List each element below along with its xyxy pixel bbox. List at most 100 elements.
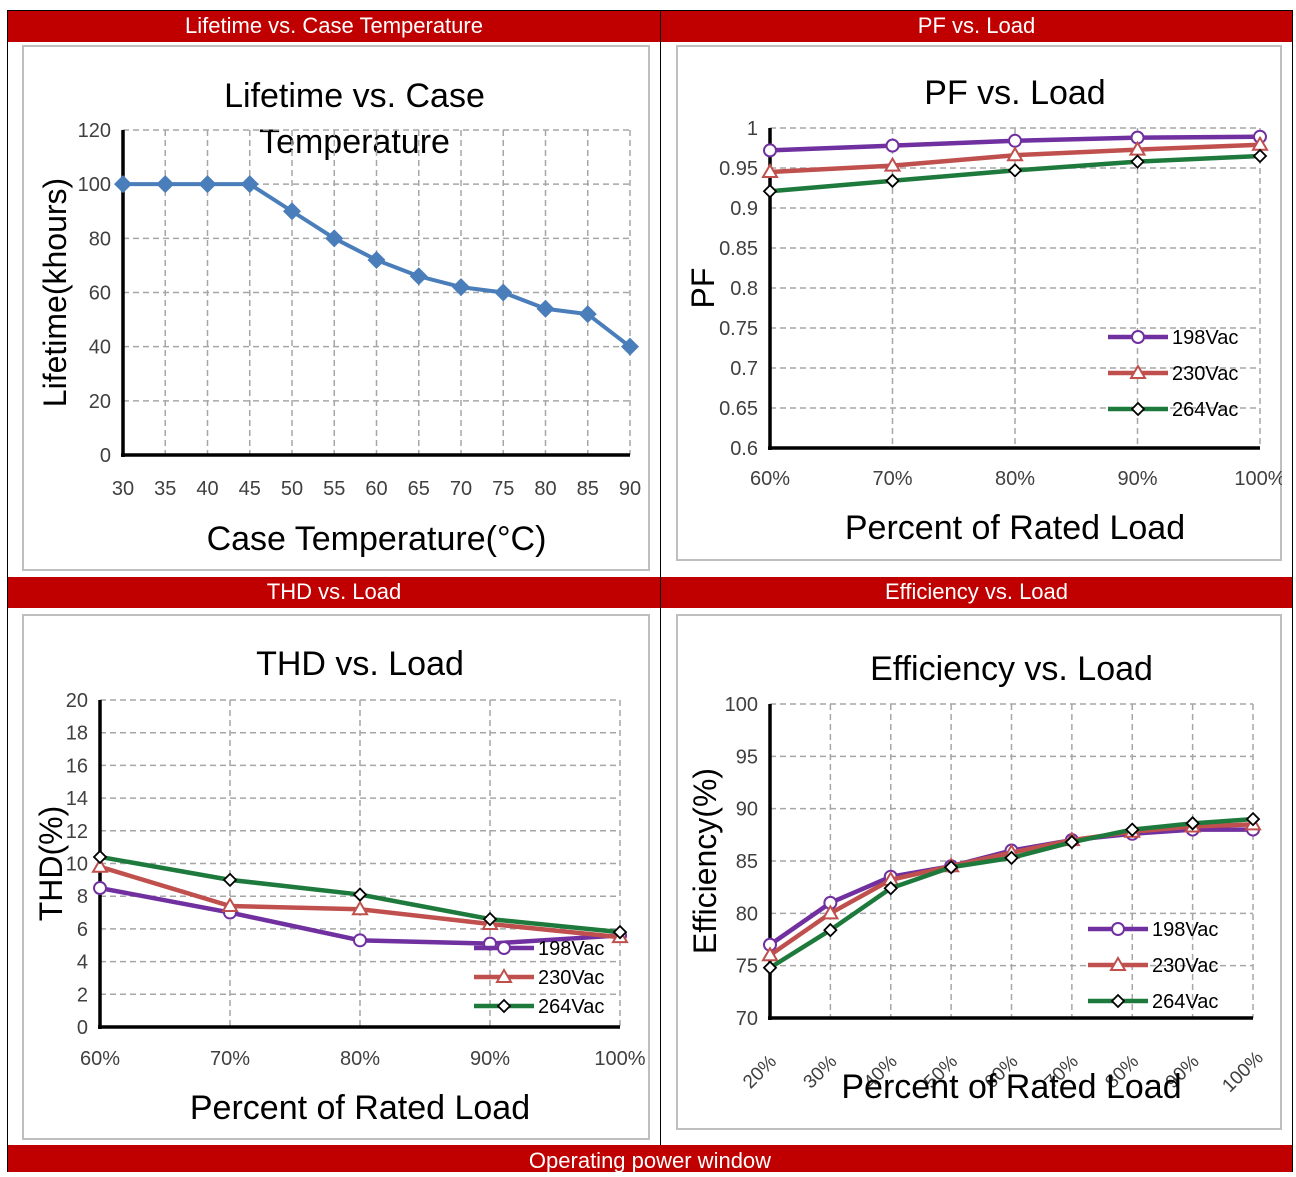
x-axis-label: Percent of Rated Load [845, 509, 1185, 547]
x-tick-label: 70% [872, 468, 912, 490]
data-point [883, 880, 899, 896]
data-point [762, 183, 778, 199]
legend-label: 230Vac [538, 967, 604, 989]
header-efficiency: Efficiency vs. Load [661, 577, 1292, 608]
data-point [482, 911, 498, 927]
data-point [1004, 850, 1019, 866]
y-tick-label: 70 [736, 1008, 758, 1030]
y-tick-label: 14 [66, 788, 88, 810]
legend-marker [1110, 993, 1126, 1009]
data-point [763, 143, 777, 158]
y-tick-label: 80 [736, 903, 758, 925]
data-point [1185, 816, 1200, 831]
x-tick-label: 65 [408, 478, 430, 500]
data-point [92, 849, 108, 865]
data-point [883, 156, 902, 172]
data-point [221, 897, 239, 913]
chart-thd: THD vs. Load 0 2 4 6 8 10 12 14 16 18 20 60% 70% 80% 90… [22, 614, 650, 1140]
legend-label: 230Vac [1172, 363, 1238, 385]
y-tick-label: 0.7 [730, 358, 758, 380]
x-tick-label: 45 [239, 478, 261, 500]
data-point [761, 163, 779, 178]
data-point [578, 305, 597, 324]
panel-border [676, 614, 1282, 1130]
y-tick-label: 0.65 [719, 398, 758, 420]
y-tick-label: 0.85 [719, 238, 758, 260]
x-tick-label: 70 [450, 478, 472, 500]
x-tick-label: 40 [196, 478, 218, 500]
chart-title: PF vs. Load [924, 74, 1105, 112]
y-tick-label: 18 [66, 723, 88, 745]
x-tick-label: 60% [80, 1048, 120, 1070]
legend-label: 198Vac [1172, 327, 1238, 349]
x-tick-label: 30 [112, 478, 134, 500]
x-axis-label: Case Temperature(°C) [207, 520, 547, 558]
x-tick-label: 85 [577, 478, 599, 500]
chart-title: Efficiency vs. Load [870, 650, 1153, 688]
legend-marker [496, 998, 512, 1014]
y-axis-label: Efficiency(%) [687, 768, 723, 954]
y-tick-label: 95 [736, 746, 758, 768]
data-point [536, 299, 555, 318]
data-point [761, 946, 779, 962]
y-tick-label: 85 [736, 851, 758, 873]
legend-label: 230Vac [1152, 955, 1218, 977]
y-axis-label: Lifetime(khours) [37, 178, 73, 407]
data-point [222, 872, 238, 888]
y-axis-label: PF [685, 268, 721, 309]
chart-title: THD vs. Load [256, 645, 464, 683]
y-tick-label: 80 [89, 228, 111, 250]
data-point [1064, 834, 1080, 850]
data-point [325, 229, 344, 248]
legend-label: 264Vac [1152, 991, 1218, 1013]
legend-label: 198Vac [538, 938, 604, 960]
x-tick-label: 50 [281, 478, 303, 500]
data-point [885, 173, 900, 189]
data-point [1008, 133, 1022, 148]
data-point [352, 887, 368, 902]
data-point [156, 175, 175, 194]
data-point [351, 900, 369, 916]
data-point [367, 251, 386, 269]
legend-label: 264Vac [538, 996, 604, 1018]
data-point [240, 175, 259, 194]
legend-marker [1131, 330, 1145, 344]
data-point [823, 922, 838, 938]
legend-marker [1109, 956, 1127, 971]
x-tick-label: 60% [750, 468, 790, 490]
data-point [885, 138, 900, 153]
data-point [1252, 148, 1268, 164]
y-tick-label: 20 [66, 690, 88, 712]
data-point [1006, 146, 1024, 162]
legend-label: 198Vac [1152, 919, 1218, 941]
y-tick-label: 75 [736, 956, 758, 978]
data-point [91, 857, 109, 873]
footer-operating-power-window: Operating power window [8, 1145, 1292, 1173]
data-point [621, 337, 639, 356]
y-tick-label: 20 [89, 391, 111, 413]
y-tick-label: 2 [77, 984, 88, 1006]
y-tick-label: 16 [66, 755, 88, 777]
x-tick-label: 70% [210, 1048, 250, 1070]
chart-pf: PF vs. Load 0.6 0.65 0.7 0.75 0.8 0.85 0.9 0.95 1… [676, 45, 1282, 561]
data-point [452, 278, 470, 297]
data-point [198, 175, 217, 194]
y-tick-label: 0.95 [719, 158, 758, 180]
table-divider-vertical [660, 10, 661, 1145]
x-tick-label: 80% [340, 1048, 380, 1070]
legend-label: 264Vac [1172, 399, 1238, 421]
x-tick-label: 80% [995, 468, 1035, 490]
x-tick-label: 75 [492, 478, 514, 500]
data-point [1245, 811, 1261, 827]
y-tick-label: 10 [66, 854, 88, 876]
legend-marker [1130, 401, 1146, 417]
y-tick-label: 0 [77, 1017, 88, 1039]
data-point [821, 904, 840, 920]
y-tick-label: 0.75 [719, 318, 758, 340]
x-tick-label: 80 [534, 478, 556, 500]
y-axis-label: THD(%) [33, 806, 69, 922]
legend-marker [1111, 922, 1125, 936]
legend-marker [495, 968, 513, 983]
chart-title: Temperature [259, 123, 450, 161]
